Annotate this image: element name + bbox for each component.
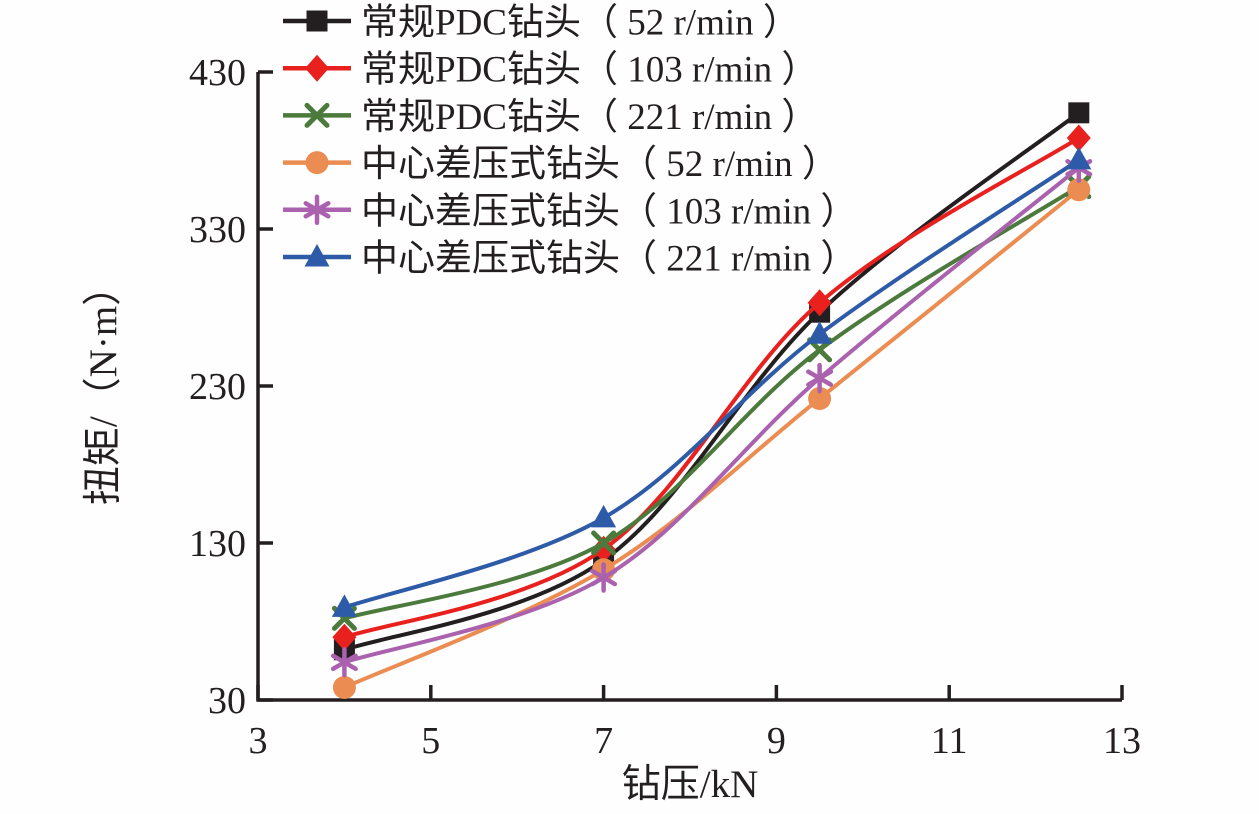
series-markers-1	[332, 124, 1091, 651]
legend-label: 中心差压式钻头（ 52 r/min ）	[361, 143, 839, 185]
legend-item-5: 中心差压式钻头（ 221 r/min ）	[283, 238, 857, 280]
y-tick-label: 130	[189, 523, 246, 565]
legend-item-0: 常规PDC钻头（ 52 r/min ）	[283, 3, 800, 44]
legend-item-4: 中心差压式钻头（ 103 r/min ）	[283, 190, 857, 232]
diamond-marker	[807, 289, 832, 317]
legend-label: 中心差压式钻头（ 103 r/min ）	[361, 190, 857, 232]
x-tick-label: 7	[594, 720, 613, 762]
series-line-2	[343, 184, 1080, 621]
asterisk-marker	[303, 194, 331, 226]
x-tick-label: 9	[767, 720, 786, 762]
diamond-marker	[591, 535, 616, 563]
x-marker	[304, 102, 330, 128]
y-tick-label: 30	[208, 680, 246, 722]
series-line-3	[343, 188, 1081, 690]
series-line-0	[343, 111, 1081, 652]
y-axis-title: 扭矩/（N·m）	[82, 267, 125, 505]
triangle-marker	[304, 244, 330, 267]
triangle-marker	[1066, 146, 1092, 170]
legend-item-1: 常规PDC钻头（ 103 r/min ）	[283, 50, 818, 91]
x-marker	[591, 530, 617, 556]
circle-marker	[808, 387, 832, 411]
x-tick-label: 3	[249, 720, 268, 762]
series-line-4	[343, 166, 1081, 665]
legend-item-3: 中心差压式钻头（ 52 r/min ）	[283, 143, 839, 185]
triangle-marker	[591, 504, 617, 528]
square-marker	[306, 10, 328, 32]
y-tick-label: 430	[189, 52, 246, 94]
circle-marker	[305, 151, 329, 175]
legend-item-2: 常规PDC钻头（ 221 r/min ）	[283, 97, 818, 138]
diamond-marker	[332, 623, 357, 651]
x-tick-label: 13	[1103, 720, 1141, 762]
x-axis-title: 钻压/kN	[622, 763, 759, 806]
diamond-marker	[1066, 124, 1091, 152]
diamond-marker	[305, 54, 329, 82]
circle-marker	[332, 675, 356, 699]
y-tick-label: 330	[189, 209, 246, 251]
triangle-marker	[807, 321, 833, 344]
legend-label: 常规PDC钻头（ 52 r/min ）	[361, 3, 800, 44]
legend-label: 常规PDC钻头（ 221 r/min ）	[361, 97, 818, 138]
circle-marker	[1067, 178, 1091, 202]
x-tick-label: 11	[931, 720, 968, 762]
triangle-marker	[331, 594, 357, 617]
asterisk-marker	[330, 647, 358, 678]
asterisk-marker	[590, 562, 618, 593]
square-marker	[1068, 102, 1090, 124]
series-markers-5	[331, 146, 1092, 617]
x-tick-label: 5	[421, 720, 440, 762]
y-tick-label: 230	[189, 366, 246, 408]
asterisk-marker	[806, 362, 834, 394]
legend-label: 中心差压式钻头（ 221 r/min ）	[361, 238, 857, 280]
series-line-5	[343, 158, 1080, 610]
legend-label: 常规PDC钻头（ 103 r/min ）	[361, 50, 818, 91]
